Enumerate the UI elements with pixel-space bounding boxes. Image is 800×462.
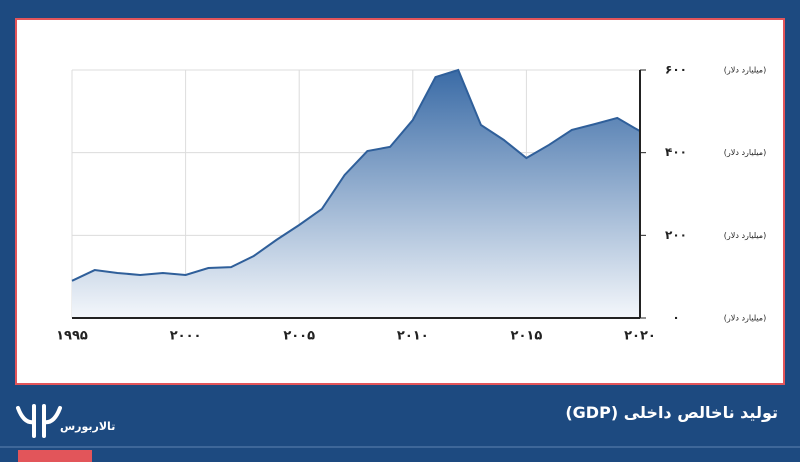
- x-tick-label: ۱۹۹۵: [56, 329, 88, 344]
- x-tick-label: ۲۰۰۰: [170, 329, 202, 344]
- brand: تالاربورس: [60, 420, 116, 433]
- x-tick-label: ۲۰۱۵: [511, 329, 543, 344]
- y-tick-unit: (میلیارد دلار): [724, 66, 766, 75]
- x-tick-label: ۲۰۱۰: [397, 329, 429, 344]
- y-tick-label: ۶۰۰: [665, 63, 687, 77]
- y-tick-unit: (میلیارد دلار): [724, 148, 766, 157]
- x-tick-label: ۲۰۲۰: [624, 329, 656, 344]
- area: [72, 70, 640, 318]
- y-tick-label: ۲۰۰: [665, 228, 687, 242]
- y-tick-unit: (میلیارد دلار): [724, 314, 766, 323]
- y-tick-label: ۰: [672, 311, 679, 325]
- chart-title: تولید ناخالص داخلی (GDP): [565, 403, 778, 422]
- logo: [16, 404, 62, 438]
- line: [71, 68, 641, 282]
- footer-accent: [18, 450, 92, 462]
- x-tick-label: ۲۰۰۵: [283, 329, 315, 344]
- footer-rule: [0, 446, 800, 448]
- y-tick-unit: (میلیارد دلار): [724, 231, 766, 240]
- y-tick-label: ۴۰۰: [665, 145, 687, 159]
